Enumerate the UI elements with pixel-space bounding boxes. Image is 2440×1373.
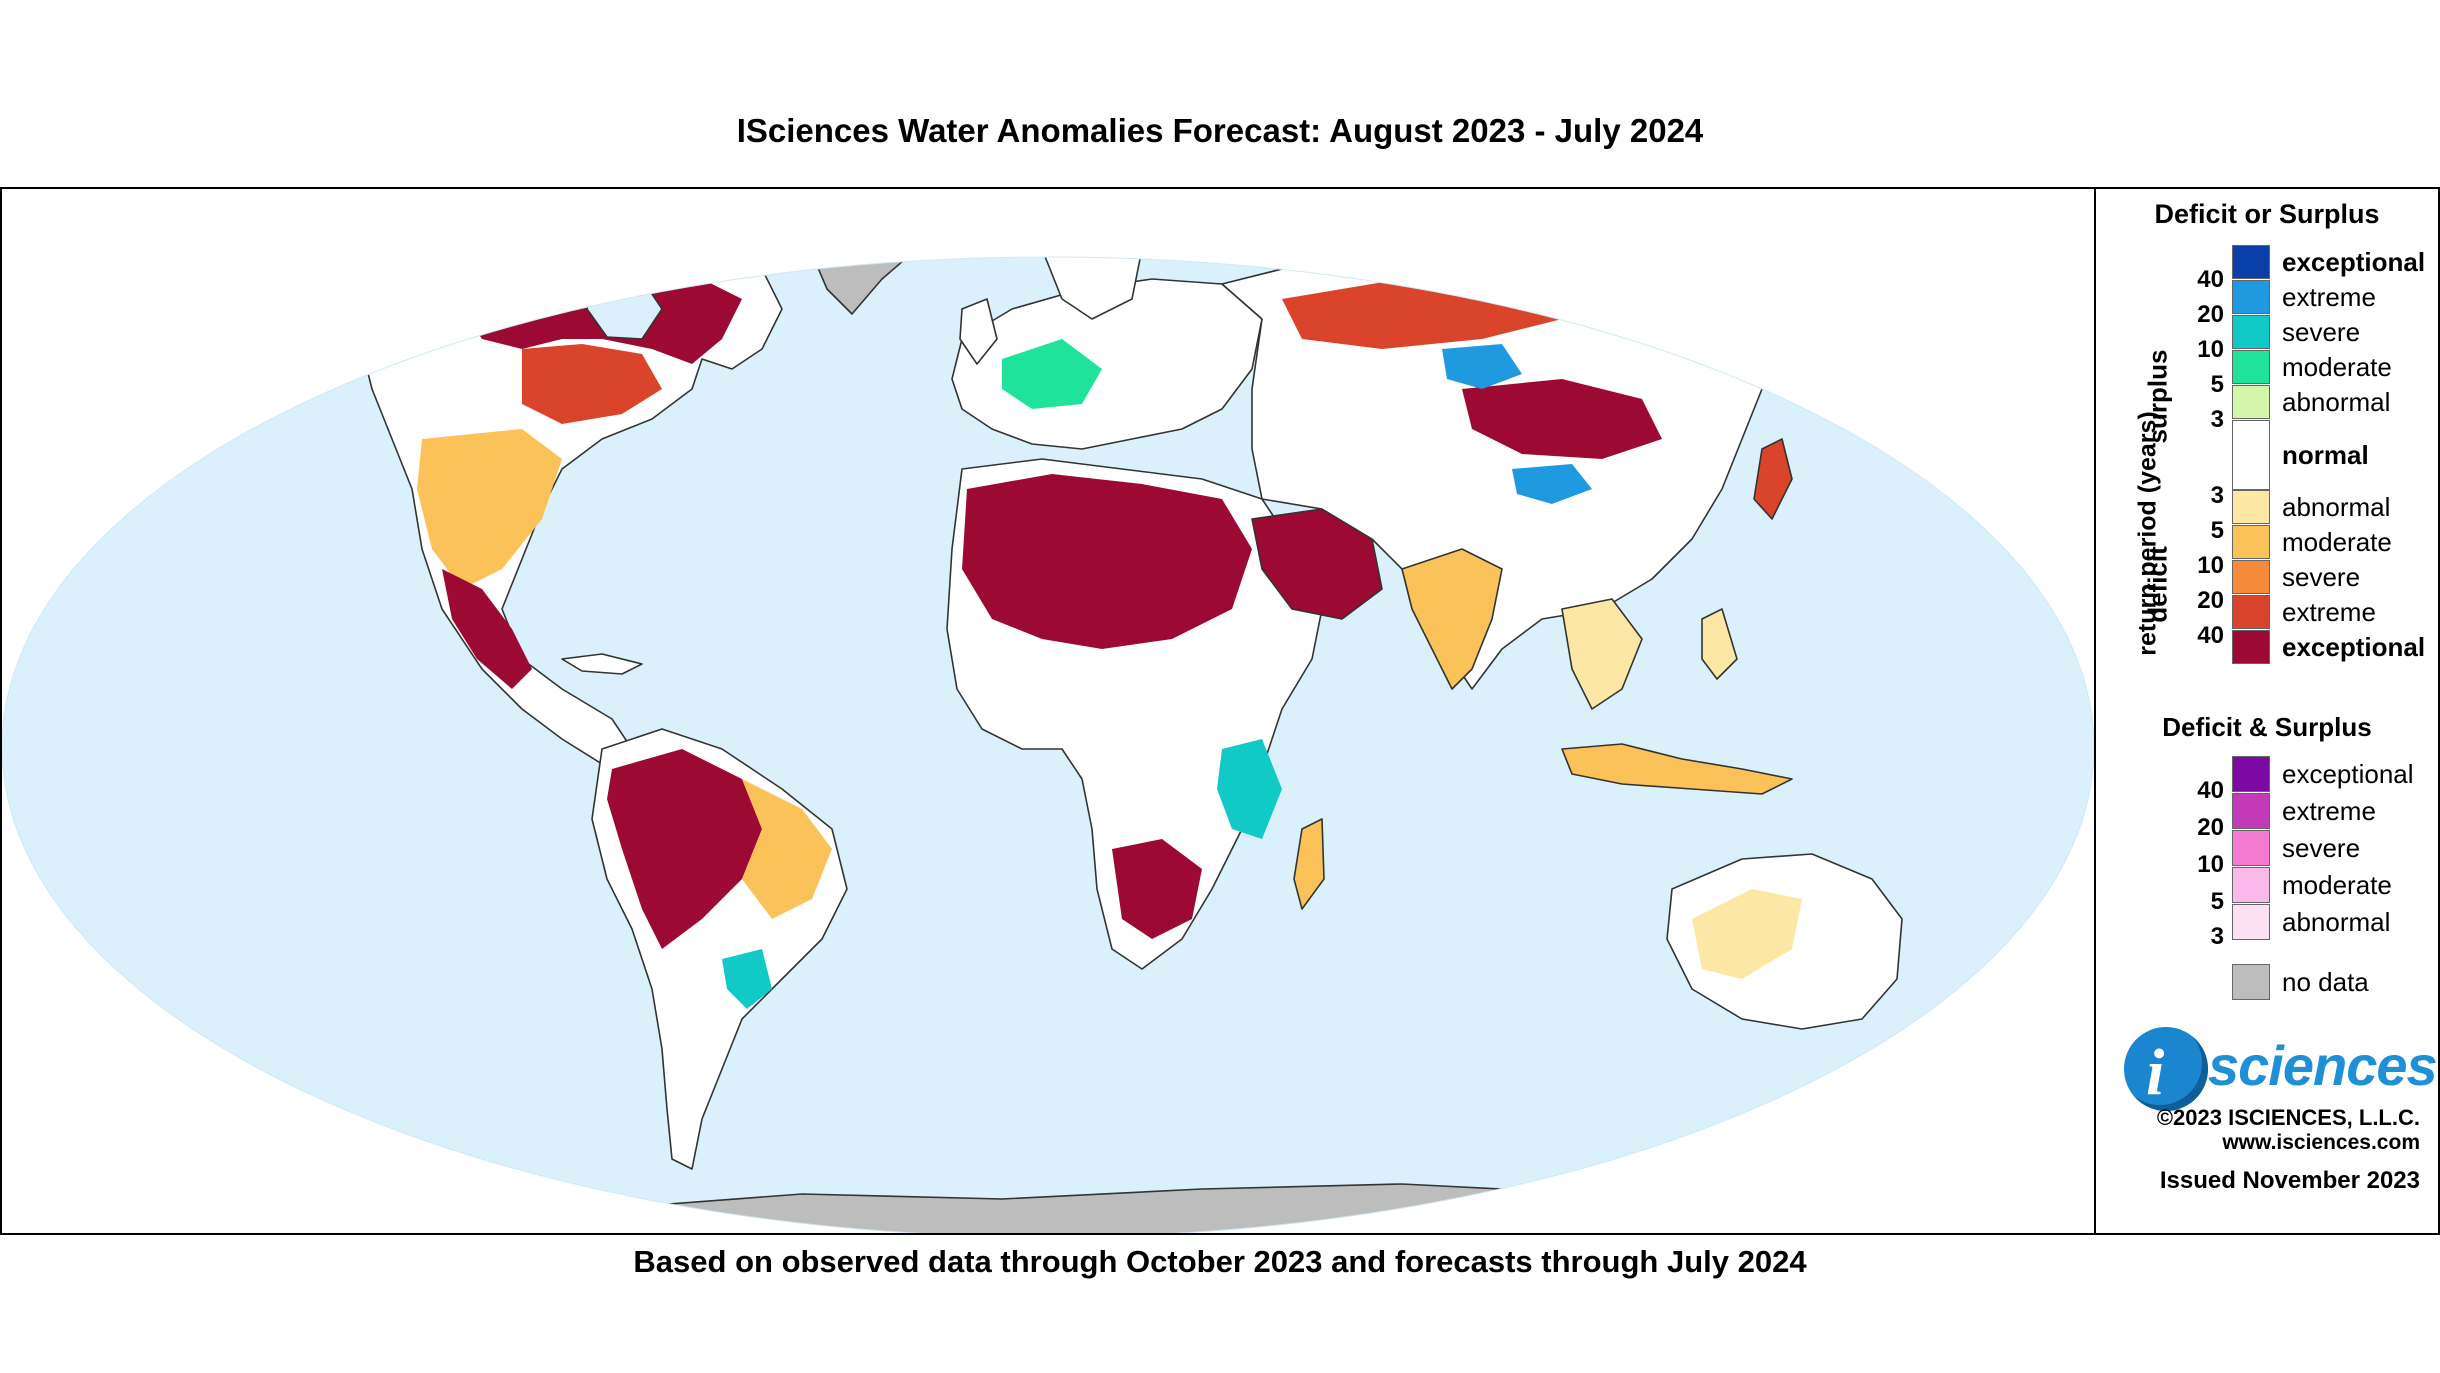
label-deficit-exceptional: exceptional xyxy=(2282,632,2426,662)
deficit-tick-20: 20 xyxy=(2197,587,2224,614)
label-surplus-abnormal: abnormal xyxy=(2282,387,2391,417)
swatch-deficit-exceptional xyxy=(2232,630,2270,664)
australia-deficit xyxy=(1692,889,1802,979)
surplus-tick-5: 5 xyxy=(2210,371,2224,398)
label-deficit-moderate: moderate xyxy=(2282,527,2392,557)
southern-africa-deficit xyxy=(1112,839,1202,939)
north-america xyxy=(331,257,783,765)
label-both-severe: severe xyxy=(2282,833,2361,863)
surplus-tick-3: 3 xyxy=(2210,406,2224,433)
argentina-surplus xyxy=(722,949,772,1009)
both-tick-20: 20 xyxy=(2197,814,2224,841)
map-panel[interactable] xyxy=(2,189,2095,1233)
indonesia xyxy=(1561,743,1793,795)
deficit-tick-5: 5 xyxy=(2210,517,2224,544)
usa-deficit xyxy=(417,429,562,589)
swatch-deficit-severe xyxy=(2232,560,2270,594)
surplus-tick-10: 10 xyxy=(2197,336,2224,363)
both-tick-10: 10 xyxy=(2197,851,2224,878)
madagascar xyxy=(1293,818,1325,910)
logo-circle-icon xyxy=(2124,1027,2208,1111)
both-tick-3: 3 xyxy=(2210,923,2224,950)
logo-wordmark: sciences xyxy=(2208,1034,2438,1097)
swatch-normal xyxy=(2232,420,2270,490)
label-both-extreme: extreme xyxy=(2282,796,2376,826)
label-surplus-extreme: extreme xyxy=(2282,282,2376,312)
legend-heading-deficit-and-surplus: Deficit & Surplus xyxy=(2162,712,2372,742)
caribbean-islands xyxy=(561,653,643,675)
sahara-deficit xyxy=(962,474,1252,649)
canada-deficit-2 xyxy=(522,344,662,424)
map-frame xyxy=(0,187,2440,1235)
philippines xyxy=(1701,608,1738,680)
label-no-data: no data xyxy=(2282,967,2369,997)
label-both-abnormal: abnormal xyxy=(2282,907,2391,937)
label-deficit-abnormal: abnormal xyxy=(2282,492,2391,522)
swatch-both-severe xyxy=(2232,830,2270,866)
deficit-tick-3: 3 xyxy=(2210,482,2224,509)
swatch-deficit-extreme xyxy=(2232,595,2270,629)
central-asia-deficit xyxy=(1462,379,1662,459)
deficit-tick-40: 40 xyxy=(2197,622,2224,649)
page-title: ISciences Water Anomalies Forecast: Augu… xyxy=(736,112,1704,149)
deficit-tick-10: 10 xyxy=(2197,552,2224,579)
brazil-deficit xyxy=(742,779,832,919)
footer-caption: Based on observed data through October 2… xyxy=(633,1244,1807,1279)
label-deficit-extreme: extreme xyxy=(2282,597,2376,627)
japan xyxy=(1753,438,1793,520)
both-tick-40: 40 xyxy=(2197,777,2224,804)
label-both-moderate: moderate xyxy=(2282,870,2392,900)
mexico-deficit xyxy=(442,569,532,689)
surplus-tick-20: 20 xyxy=(2197,301,2224,328)
southeast-asia xyxy=(1561,598,1643,710)
legend-panel: Deficit or Surplus return period (years)… xyxy=(2096,189,2438,1233)
swatch-surplus-exceptional xyxy=(2232,245,2270,279)
new-zealand xyxy=(1913,1018,1948,1085)
label-surplus-severe: severe xyxy=(2282,317,2361,347)
surplus-tick-40: 40 xyxy=(2197,266,2224,293)
swatch-surplus-severe xyxy=(2232,315,2270,349)
label-deficit-severe: severe xyxy=(2282,562,2361,592)
isciences-logo: i sciences xyxy=(2116,1027,2438,1117)
swatch-both-extreme xyxy=(2232,793,2270,829)
scandinavia xyxy=(1041,257,1143,320)
swatch-both-abnormal xyxy=(2232,904,2270,940)
both-tick-5: 5 xyxy=(2210,888,2224,915)
uk xyxy=(959,298,998,365)
india xyxy=(1401,548,1503,690)
label-both-exceptional: exceptional xyxy=(2282,759,2414,789)
europe-surplus xyxy=(1002,339,1102,409)
website-text: www.isciences.com xyxy=(2222,1131,2420,1154)
label-surplus-exceptional: exceptional xyxy=(2282,247,2426,277)
label-normal: normal xyxy=(2282,440,2369,470)
swatch-deficit-abnormal xyxy=(2232,490,2270,524)
swatch-both-exceptional xyxy=(2232,756,2270,792)
amazon-deficit xyxy=(607,749,762,949)
siberia-surplus xyxy=(1442,344,1522,389)
swatch-deficit-moderate xyxy=(2232,525,2270,559)
world-map[interactable] xyxy=(2,189,2095,1233)
east-africa-surplus xyxy=(1217,739,1282,839)
swatch-surplus-extreme xyxy=(2232,280,2270,314)
logo-i-glyph: i xyxy=(2146,1036,2165,1109)
label-surplus-moderate: moderate xyxy=(2282,352,2392,382)
swatch-both-moderate xyxy=(2232,867,2270,903)
swatch-surplus-abnormal xyxy=(2232,385,2270,419)
issued-date: Issued November 2023 xyxy=(2159,1167,2420,1194)
legend-divider xyxy=(2094,189,2096,1233)
copyright-text: ©2023 ISCIENCES, L.L.C. xyxy=(2156,1105,2420,1130)
swatch-no-data xyxy=(2232,964,2270,1000)
swatch-surplus-moderate xyxy=(2232,350,2270,384)
tibet-surplus xyxy=(1512,464,1592,504)
legend-heading-deficit-or-surplus: Deficit or Surplus xyxy=(2154,199,2380,229)
